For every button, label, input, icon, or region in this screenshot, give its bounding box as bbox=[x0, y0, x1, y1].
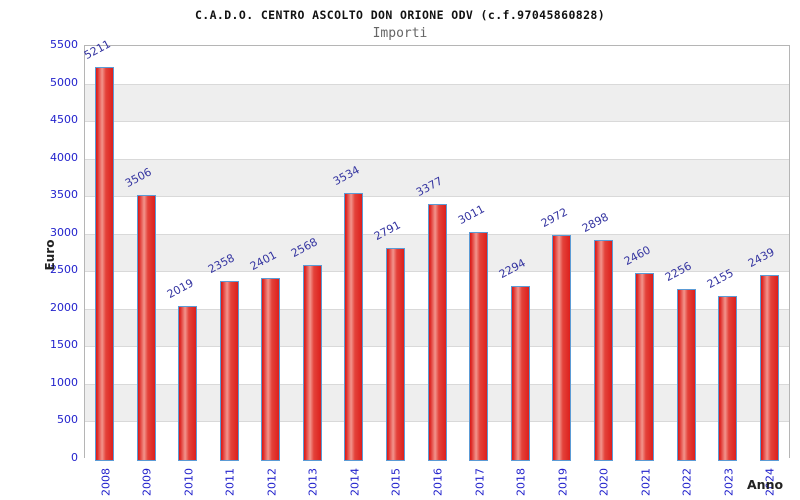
x-tick-label: 2020 bbox=[597, 468, 611, 496]
bar bbox=[219, 280, 239, 461]
x-tick-label: 2014 bbox=[348, 468, 362, 496]
y-tick-label: 2500 bbox=[50, 263, 78, 277]
bar bbox=[261, 277, 281, 461]
x-tick-label: 2013 bbox=[306, 468, 320, 496]
bar bbox=[385, 248, 405, 461]
bar bbox=[427, 204, 447, 461]
gridline bbox=[85, 158, 789, 160]
plot-band bbox=[85, 46, 789, 84]
y-tick-label: 500 bbox=[57, 413, 78, 427]
x-tick-label: 2021 bbox=[639, 468, 653, 496]
bar bbox=[469, 231, 489, 461]
bar bbox=[136, 194, 156, 461]
x-tick-label: 2012 bbox=[265, 468, 279, 496]
bar bbox=[302, 265, 322, 461]
bar bbox=[552, 234, 572, 461]
x-tick-label: 2011 bbox=[223, 468, 237, 496]
x-tick-label: 2010 bbox=[182, 468, 196, 496]
plot-band bbox=[85, 83, 789, 122]
bar bbox=[593, 240, 613, 461]
y-tick-label: 2000 bbox=[50, 300, 78, 314]
gridline bbox=[85, 196, 789, 198]
x-tick-label: 2022 bbox=[680, 468, 694, 496]
y-tick-label: 1500 bbox=[50, 338, 78, 352]
bar bbox=[178, 306, 198, 461]
x-tick-label: 2017 bbox=[473, 468, 487, 496]
y-tick-label: 5500 bbox=[50, 38, 78, 51]
y-tick-label: 5000 bbox=[50, 75, 78, 89]
plot-band bbox=[85, 158, 789, 197]
gridline bbox=[85, 83, 789, 85]
x-tick-label: 2009 bbox=[140, 468, 154, 496]
y-tick-label: 3000 bbox=[50, 225, 78, 239]
x-axis-title: Anno bbox=[747, 477, 784, 492]
bar bbox=[676, 288, 696, 461]
y-tick-label: 4000 bbox=[50, 150, 78, 164]
chart-subtitle: Importi bbox=[372, 26, 428, 41]
plot-area bbox=[84, 45, 790, 459]
y-tick-label: 0 bbox=[71, 451, 78, 464]
bar bbox=[759, 274, 779, 461]
x-tick-label: 2023 bbox=[722, 468, 736, 496]
chart-title: C.A.D.O. CENTRO ASCOLTO DON ORIONE ODV (… bbox=[194, 8, 606, 22]
x-tick-label: 2016 bbox=[431, 468, 445, 496]
bar bbox=[510, 285, 530, 461]
x-tick-label: 2008 bbox=[99, 468, 113, 496]
gridline bbox=[85, 121, 789, 123]
x-tick-label: 2019 bbox=[556, 468, 570, 496]
bar bbox=[718, 296, 738, 461]
bar bbox=[635, 273, 655, 461]
bar bbox=[344, 192, 364, 461]
x-tick-label: 2015 bbox=[389, 468, 403, 496]
y-tick-label: 1000 bbox=[50, 375, 78, 389]
y-tick-label: 3500 bbox=[50, 188, 78, 202]
y-tick-label: 4500 bbox=[50, 113, 78, 127]
x-tick-label: 2018 bbox=[514, 468, 528, 496]
bar bbox=[95, 66, 115, 461]
y-axis-title: Euro bbox=[43, 239, 57, 271]
plot-band bbox=[85, 121, 789, 159]
